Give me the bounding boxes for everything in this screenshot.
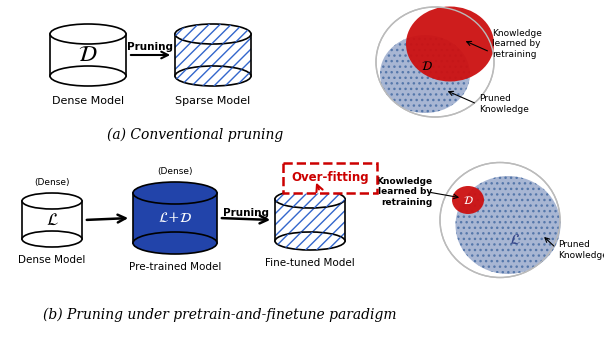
Ellipse shape	[50, 24, 126, 44]
Text: Sparse Model: Sparse Model	[175, 96, 251, 106]
Text: $\mathcal{D}$: $\mathcal{D}$	[79, 44, 98, 66]
Ellipse shape	[50, 66, 126, 86]
Text: (Dense): (Dense)	[34, 178, 69, 187]
Ellipse shape	[133, 232, 217, 254]
Text: Over-fitting: Over-fitting	[291, 171, 369, 184]
Text: Dense Model: Dense Model	[52, 96, 124, 106]
Bar	[275, 199, 345, 241]
Text: $\mathcal{D}$: $\mathcal{D}$	[463, 194, 474, 206]
Text: Pruning: Pruning	[223, 208, 269, 218]
Ellipse shape	[406, 6, 494, 81]
Ellipse shape	[22, 231, 82, 247]
Text: Knowledge
learned by
retraining: Knowledge learned by retraining	[376, 177, 432, 207]
Text: (b) Pruning under pretrain-and-finetune paradigm: (b) Pruning under pretrain-and-finetune …	[43, 308, 397, 323]
Bar	[22, 201, 82, 239]
Ellipse shape	[452, 186, 484, 214]
Ellipse shape	[380, 35, 470, 113]
Text: $\mathcal{L}$+$\mathcal{D}$: $\mathcal{L}$+$\mathcal{D}$	[158, 211, 192, 225]
Ellipse shape	[175, 24, 251, 44]
Ellipse shape	[455, 176, 561, 274]
Ellipse shape	[133, 182, 217, 204]
Text: Knowledge
learned by
retraining: Knowledge learned by retraining	[492, 29, 542, 59]
Text: (Sparse): (Sparse)	[291, 175, 329, 184]
FancyBboxPatch shape	[283, 163, 377, 193]
Text: $\mathcal{L}$: $\mathcal{L}$	[45, 211, 59, 228]
Bar	[133, 193, 217, 243]
Text: $\mathcal{L}$: $\mathcal{L}$	[509, 233, 521, 247]
Bar	[50, 34, 126, 76]
Bar	[275, 199, 345, 241]
Ellipse shape	[22, 193, 82, 209]
Text: Pruning: Pruning	[127, 42, 173, 52]
Bar	[175, 34, 251, 76]
Text: Pruned
Knowledge: Pruned Knowledge	[479, 94, 529, 114]
Text: Dense Model: Dense Model	[18, 255, 86, 265]
Text: (a) Conventional pruning: (a) Conventional pruning	[107, 128, 283, 142]
Ellipse shape	[275, 190, 345, 208]
Text: Pruned
Knowledge: Pruned Knowledge	[558, 240, 604, 260]
Text: $\mathcal{D}$: $\mathcal{D}$	[421, 61, 433, 74]
Text: (Dense): (Dense)	[157, 167, 193, 176]
Text: Fine-tuned Model: Fine-tuned Model	[265, 258, 355, 268]
Ellipse shape	[175, 66, 251, 86]
Text: Pre-trained Model: Pre-trained Model	[129, 262, 221, 272]
Bar	[175, 34, 251, 76]
Ellipse shape	[275, 232, 345, 250]
